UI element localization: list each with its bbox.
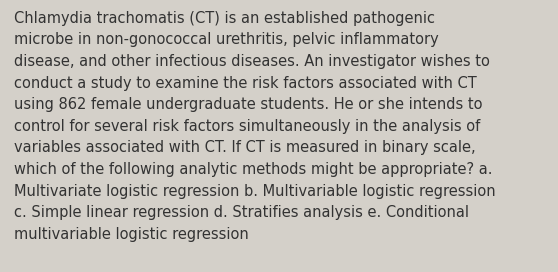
Text: Chlamydia trachomatis (CT) is an established pathogenic
microbe in non-gonococca: Chlamydia trachomatis (CT) is an establi… <box>14 11 496 242</box>
